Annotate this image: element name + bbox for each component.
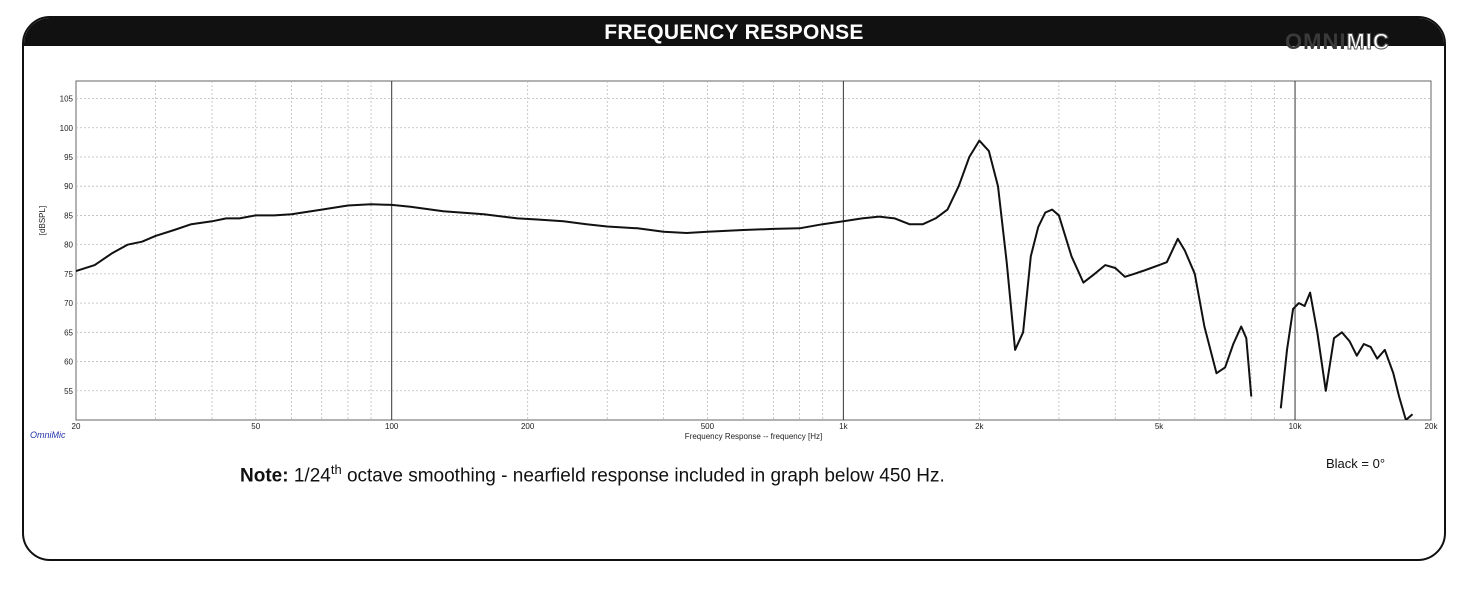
omnimic-logo: OMNIMIC [1285,29,1390,55]
series-legend-label: Black = 0° [1326,456,1386,471]
x-tick-label: 200 [521,422,535,431]
x-tick-label: 2k [975,422,984,431]
x-tick-label: 50 [251,422,260,431]
x-tick-label: 5k [1155,422,1164,431]
x-tick-label: 20 [72,422,81,431]
y-tick-label: 60 [64,358,73,367]
y-tick-label: 75 [64,270,73,279]
x-axis-label: Frequency Response -- frequency [Hz] [685,432,822,441]
y-tick-label: 105 [60,95,74,104]
x-tick-label: 10k [1289,422,1303,431]
x-tick-label: 100 [385,422,399,431]
y-tick-label: 85 [64,211,73,220]
y-tick-label: 65 [64,328,73,337]
x-tick-label: 20k [1425,422,1439,431]
y-tick-label: 80 [64,241,73,250]
y-tick-label: 95 [64,153,73,162]
smoothing-note: Note: 1/24th octave smoothing - nearfiel… [240,462,945,487]
y-tick-label: 100 [60,124,74,133]
brand-label: OmniMic [30,430,66,440]
x-tick-label: 500 [701,422,715,431]
y-tick-label: 90 [64,182,73,191]
y-tick-label: 70 [64,299,73,308]
panel-title: FREQUENCY RESPONSE [24,18,1444,46]
response-curve [76,139,1253,397]
y-axis-label: [dBSPL] [38,206,47,235]
y-tick-label: 55 [64,387,73,396]
response-curve-segment [1279,291,1414,420]
x-tick-label: 1k [839,422,848,431]
plot-area [75,80,1432,421]
